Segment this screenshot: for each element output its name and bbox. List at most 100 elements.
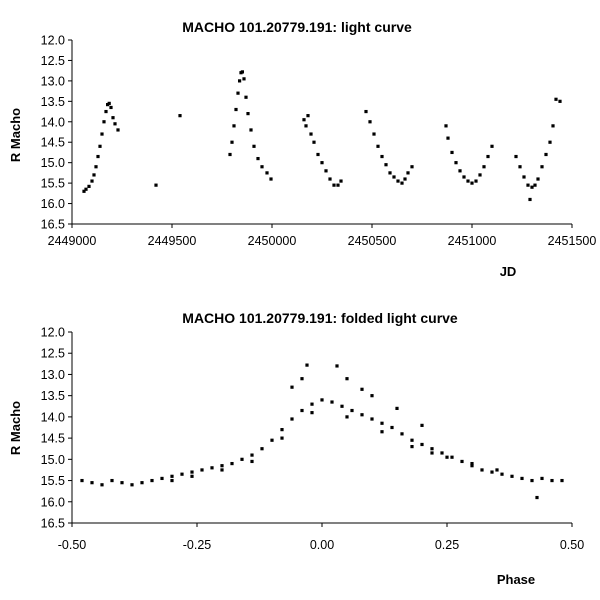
data-point (380, 430, 384, 434)
chart-title: MACHO 101.20779.191: light curve (182, 19, 412, 35)
data-point (230, 461, 234, 466)
data-point (309, 132, 313, 136)
data-point (410, 438, 414, 442)
data-point (87, 184, 91, 188)
data-point (190, 474, 194, 478)
data-point (100, 132, 104, 136)
data-point (290, 417, 294, 421)
data-point (522, 175, 526, 179)
data-point (450, 150, 454, 155)
data-point (395, 406, 399, 410)
data-point (410, 445, 414, 449)
data-point (312, 140, 316, 144)
data-point (350, 408, 354, 413)
data-point (400, 181, 404, 185)
data-point (560, 478, 564, 483)
data-point (535, 495, 539, 500)
data-point (536, 177, 540, 181)
data-point (256, 156, 260, 161)
data-point (94, 165, 98, 169)
data-point (230, 140, 234, 144)
data-point (109, 105, 113, 110)
data-point (420, 442, 424, 447)
x-tick-label: -0.50 (58, 538, 87, 552)
data-point (220, 468, 224, 472)
data-point (554, 97, 558, 101)
data-point (154, 183, 158, 187)
data-point (510, 474, 514, 478)
data-point (320, 398, 324, 402)
folded-light-curve-chart: MACHO 101.20779.191: folded light curve … (8, 310, 584, 587)
data-point (113, 122, 117, 126)
data-point (110, 478, 114, 483)
y-tick-label: 16.0 (41, 495, 65, 509)
y-axis-label: R Macho (8, 108, 23, 162)
y-tick-label: 16.0 (41, 197, 65, 211)
data-point (548, 140, 552, 144)
data-point (300, 408, 304, 413)
y-tick-label: 13.5 (41, 95, 65, 109)
data-point (100, 483, 104, 487)
data-point (490, 470, 494, 474)
y-tick-label: 12.0 (41, 34, 65, 48)
data-point (335, 364, 339, 368)
data-point (410, 165, 414, 169)
data-point (420, 423, 424, 427)
data-point (220, 464, 224, 468)
x-tick-label: 0.00 (310, 538, 334, 552)
data-point (265, 171, 269, 175)
data-point (130, 483, 134, 487)
data-point (392, 175, 396, 179)
data-point (388, 171, 392, 175)
data-point (280, 436, 284, 440)
data-point (111, 116, 115, 120)
data-point (310, 402, 314, 406)
data-point (370, 417, 374, 421)
data-point (250, 459, 254, 464)
data-point (364, 109, 368, 114)
y-tick-label: 14.0 (41, 115, 65, 129)
data-point (340, 404, 344, 408)
data-point (140, 481, 144, 485)
data-point (500, 472, 504, 476)
data-point (120, 481, 124, 485)
data-point (102, 120, 106, 124)
data-point (558, 99, 562, 103)
y-tick-label: 15.0 (41, 453, 65, 467)
data-point (528, 197, 532, 202)
y-tick-label: 12.0 (41, 326, 65, 340)
data-point (290, 385, 294, 389)
data-point (320, 161, 324, 165)
x-tick-label: 2449500 (148, 234, 197, 248)
chart-title: MACHO 101.20779.191: folded light curve (182, 310, 458, 326)
y-tick-label: 12.5 (41, 54, 65, 68)
data-point (234, 107, 238, 112)
data-point (238, 79, 242, 83)
x-tick-label: -0.25 (183, 538, 212, 552)
data-point (495, 468, 499, 472)
data-point (540, 476, 544, 481)
data-point (249, 128, 253, 132)
data-point (190, 470, 194, 474)
x-tick-label: 2449000 (48, 234, 97, 248)
data-point (486, 154, 490, 159)
data-point (396, 179, 400, 183)
data-point (372, 132, 376, 136)
data-point (450, 455, 454, 459)
y-tick-label: 15.5 (41, 474, 65, 488)
data-point (466, 179, 470, 183)
data-point (533, 183, 537, 187)
x-axis-label: JD (500, 264, 517, 279)
data-point (107, 101, 111, 105)
data-point (82, 189, 86, 193)
data-point (478, 173, 482, 177)
data-point (200, 468, 204, 472)
data-point (304, 124, 308, 128)
data-point (232, 124, 236, 128)
data-point (474, 179, 478, 183)
data-point (454, 161, 458, 165)
data-point (80, 478, 84, 483)
data-point (360, 413, 364, 417)
data-point (368, 120, 372, 124)
